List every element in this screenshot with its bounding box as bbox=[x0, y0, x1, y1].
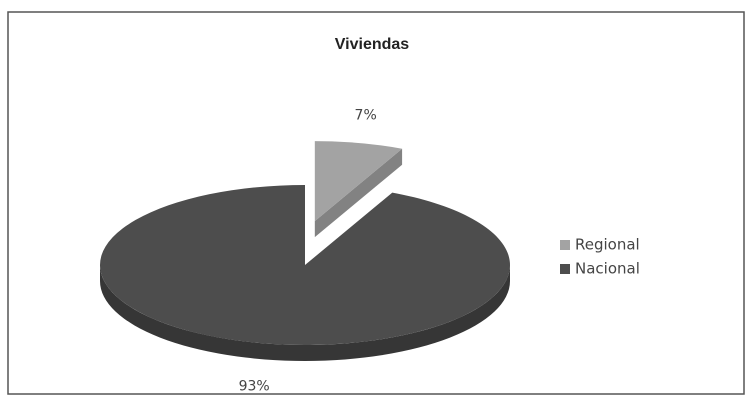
data-label: 93% bbox=[239, 378, 270, 394]
legend-label: Nacional bbox=[575, 260, 640, 278]
data-label: 7% bbox=[355, 108, 377, 124]
legend-swatch bbox=[560, 264, 570, 274]
legend-swatch bbox=[560, 240, 570, 250]
pie-slice-side bbox=[100, 265, 510, 361]
pie-slice-side bbox=[314, 148, 403, 238]
chart-title: Viviendas bbox=[335, 36, 410, 53]
pie-slice bbox=[314, 141, 403, 222]
pie-slice bbox=[100, 185, 511, 345]
legend-label: Regional bbox=[575, 236, 640, 254]
